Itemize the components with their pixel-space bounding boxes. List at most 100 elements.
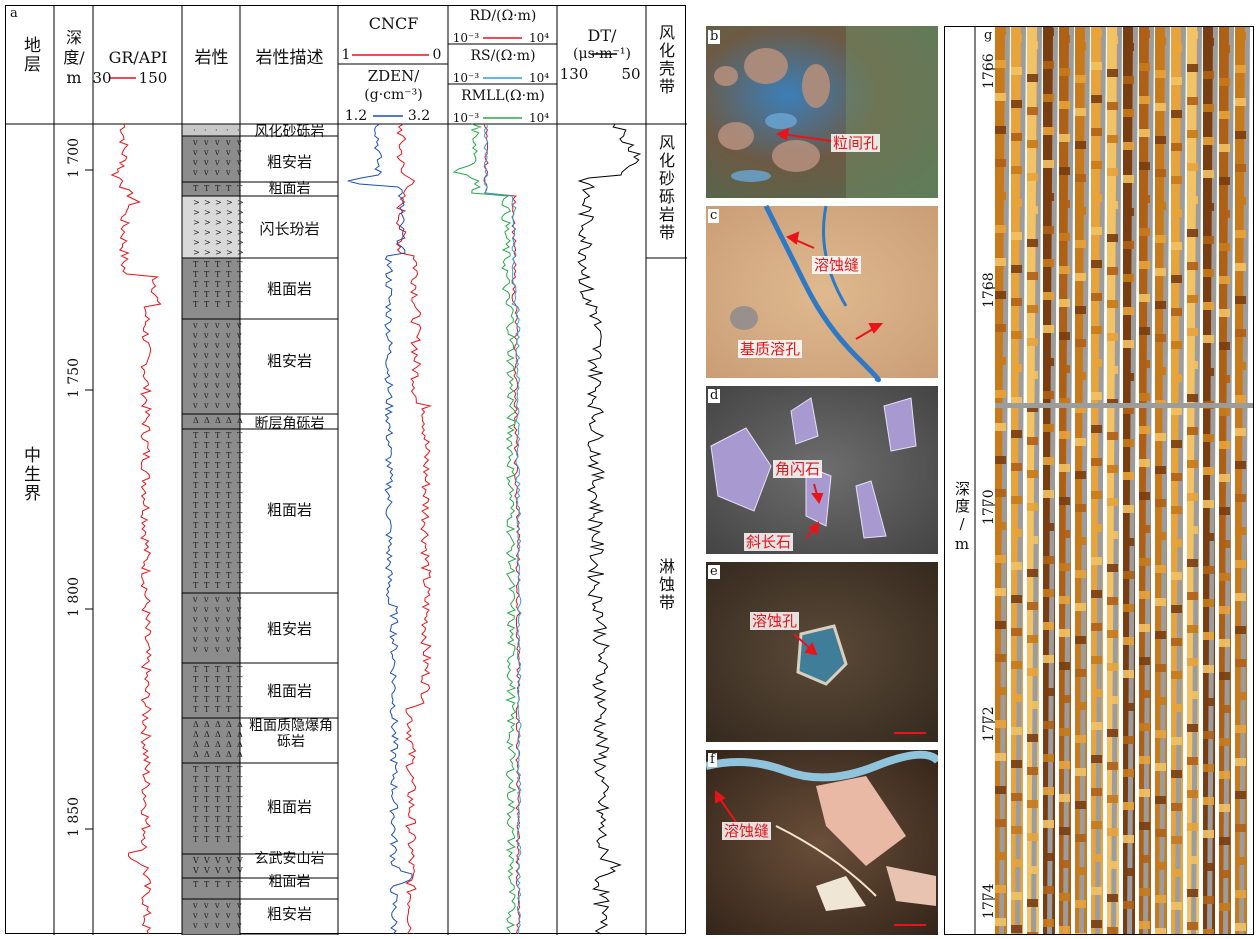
lithology-symbol: T	[204, 765, 210, 774]
image-texture	[1059, 233, 1070, 241]
image-texture	[1027, 140, 1038, 148]
image-texture	[1107, 630, 1118, 638]
image-texture	[1043, 655, 1054, 663]
lithology-symbol: v	[236, 391, 242, 400]
layer-label: 粗安岩	[266, 620, 312, 638]
image-texture	[1235, 494, 1246, 502]
lithology-symbol: v	[236, 321, 242, 330]
image-texture	[1027, 503, 1038, 511]
lithology-symbol: Δ	[237, 416, 243, 425]
lithology-symbol: T	[204, 521, 210, 530]
image-texture	[1091, 854, 1102, 862]
image-gap	[1191, 27, 1202, 934]
image-texture	[1155, 895, 1166, 903]
lithology-symbol: ·	[193, 126, 196, 135]
dt-header: DT/	[587, 26, 617, 45]
image-texture	[1155, 235, 1166, 243]
image-texture	[1059, 431, 1070, 439]
lithology-symbol: >	[193, 208, 200, 217]
image-texture	[1171, 143, 1182, 151]
image-texture	[1155, 70, 1166, 78]
lithology-symbol: T	[193, 280, 199, 289]
lithology-layer	[181, 853, 241, 879]
description-header: 岩性描述	[255, 48, 324, 68]
image-texture	[1139, 921, 1150, 929]
image-texture	[1027, 635, 1038, 643]
annotation-dissolution-fracture-f: 溶蚀缝	[722, 822, 772, 840]
image-texture	[1075, 240, 1086, 248]
image-texture	[1091, 920, 1102, 928]
image-texture	[1171, 176, 1182, 184]
image-texture	[1011, 859, 1022, 867]
image-texture	[1091, 359, 1102, 367]
image-texture	[1171, 836, 1182, 844]
image-texture	[1027, 437, 1038, 445]
lithology-symbol: v	[214, 371, 220, 380]
lithology-symbol: >	[204, 208, 211, 217]
lithology-symbol: T	[226, 675, 232, 684]
image-texture	[1059, 464, 1070, 472]
lithology-symbol: T	[215, 805, 221, 814]
lithology-symbol: T	[226, 561, 232, 570]
lithology-symbol: v	[236, 361, 242, 370]
image-texture	[1187, 625, 1198, 633]
image-texture	[1091, 788, 1102, 796]
image-texture	[1075, 900, 1086, 908]
lithology-symbol: T	[204, 541, 210, 550]
image-texture	[995, 456, 1006, 464]
image-texture	[1091, 887, 1102, 895]
image-texture	[1139, 96, 1150, 104]
image-texture	[1139, 492, 1150, 500]
dt-min: 130	[559, 65, 589, 83]
image-texture	[1155, 763, 1166, 771]
image-texture	[995, 555, 1006, 563]
lithology-symbol: v	[214, 635, 220, 644]
panel-g-label: g	[982, 28, 995, 43]
image-texture	[1059, 596, 1070, 604]
image-texture	[1155, 631, 1166, 639]
layer-label: 粗面岩	[268, 181, 311, 197]
image-texture	[1155, 433, 1166, 441]
rs-min: 10⁻³	[452, 71, 480, 85]
image-texture	[1075, 372, 1086, 380]
image-texture	[1075, 702, 1086, 710]
zone-label: 淋蚀带	[656, 558, 675, 612]
image-texture	[1235, 725, 1246, 733]
image-texture	[1059, 860, 1070, 868]
image-texture	[1011, 364, 1022, 372]
lithology-symbol: T	[237, 765, 243, 774]
image-texture	[1075, 933, 1086, 934]
image-texture	[1043, 589, 1054, 597]
image-texture	[1059, 794, 1070, 802]
image-texture	[1091, 590, 1102, 598]
image-texture	[1139, 756, 1150, 764]
lithology-symbol: T	[226, 531, 232, 540]
lithology-symbol: T	[215, 521, 221, 530]
lithology-symbol: T	[237, 441, 243, 450]
image-texture	[995, 225, 1006, 233]
image-texture	[1203, 104, 1214, 112]
lithology-layer	[181, 717, 241, 764]
image-texture	[1043, 391, 1054, 399]
lithology-symbol: v	[214, 595, 220, 604]
lithology-symbol: v	[214, 901, 220, 910]
lithology-symbol: T	[215, 665, 221, 674]
lithology-layer	[181, 428, 241, 594]
image-tick-1770: 1770	[981, 489, 997, 525]
lithology-symbol: T	[204, 270, 210, 279]
lithology-symbol: T	[193, 835, 199, 844]
lithology-symbol: >	[215, 248, 222, 257]
stratum-header: 地层	[20, 36, 40, 74]
lithology-symbol: T	[204, 880, 210, 889]
image-texture	[1091, 95, 1102, 103]
lithology-symbol: V	[192, 856, 199, 865]
image-texture	[1203, 500, 1214, 508]
image-texture	[1171, 110, 1182, 118]
panel-c-label: c	[708, 208, 720, 223]
image-texture	[1059, 563, 1070, 571]
lithology-symbol: Δ	[193, 416, 199, 425]
image-texture	[1027, 866, 1038, 874]
image-texture	[1123, 406, 1134, 414]
image-texture	[1059, 761, 1070, 769]
image-texture	[1187, 526, 1198, 534]
